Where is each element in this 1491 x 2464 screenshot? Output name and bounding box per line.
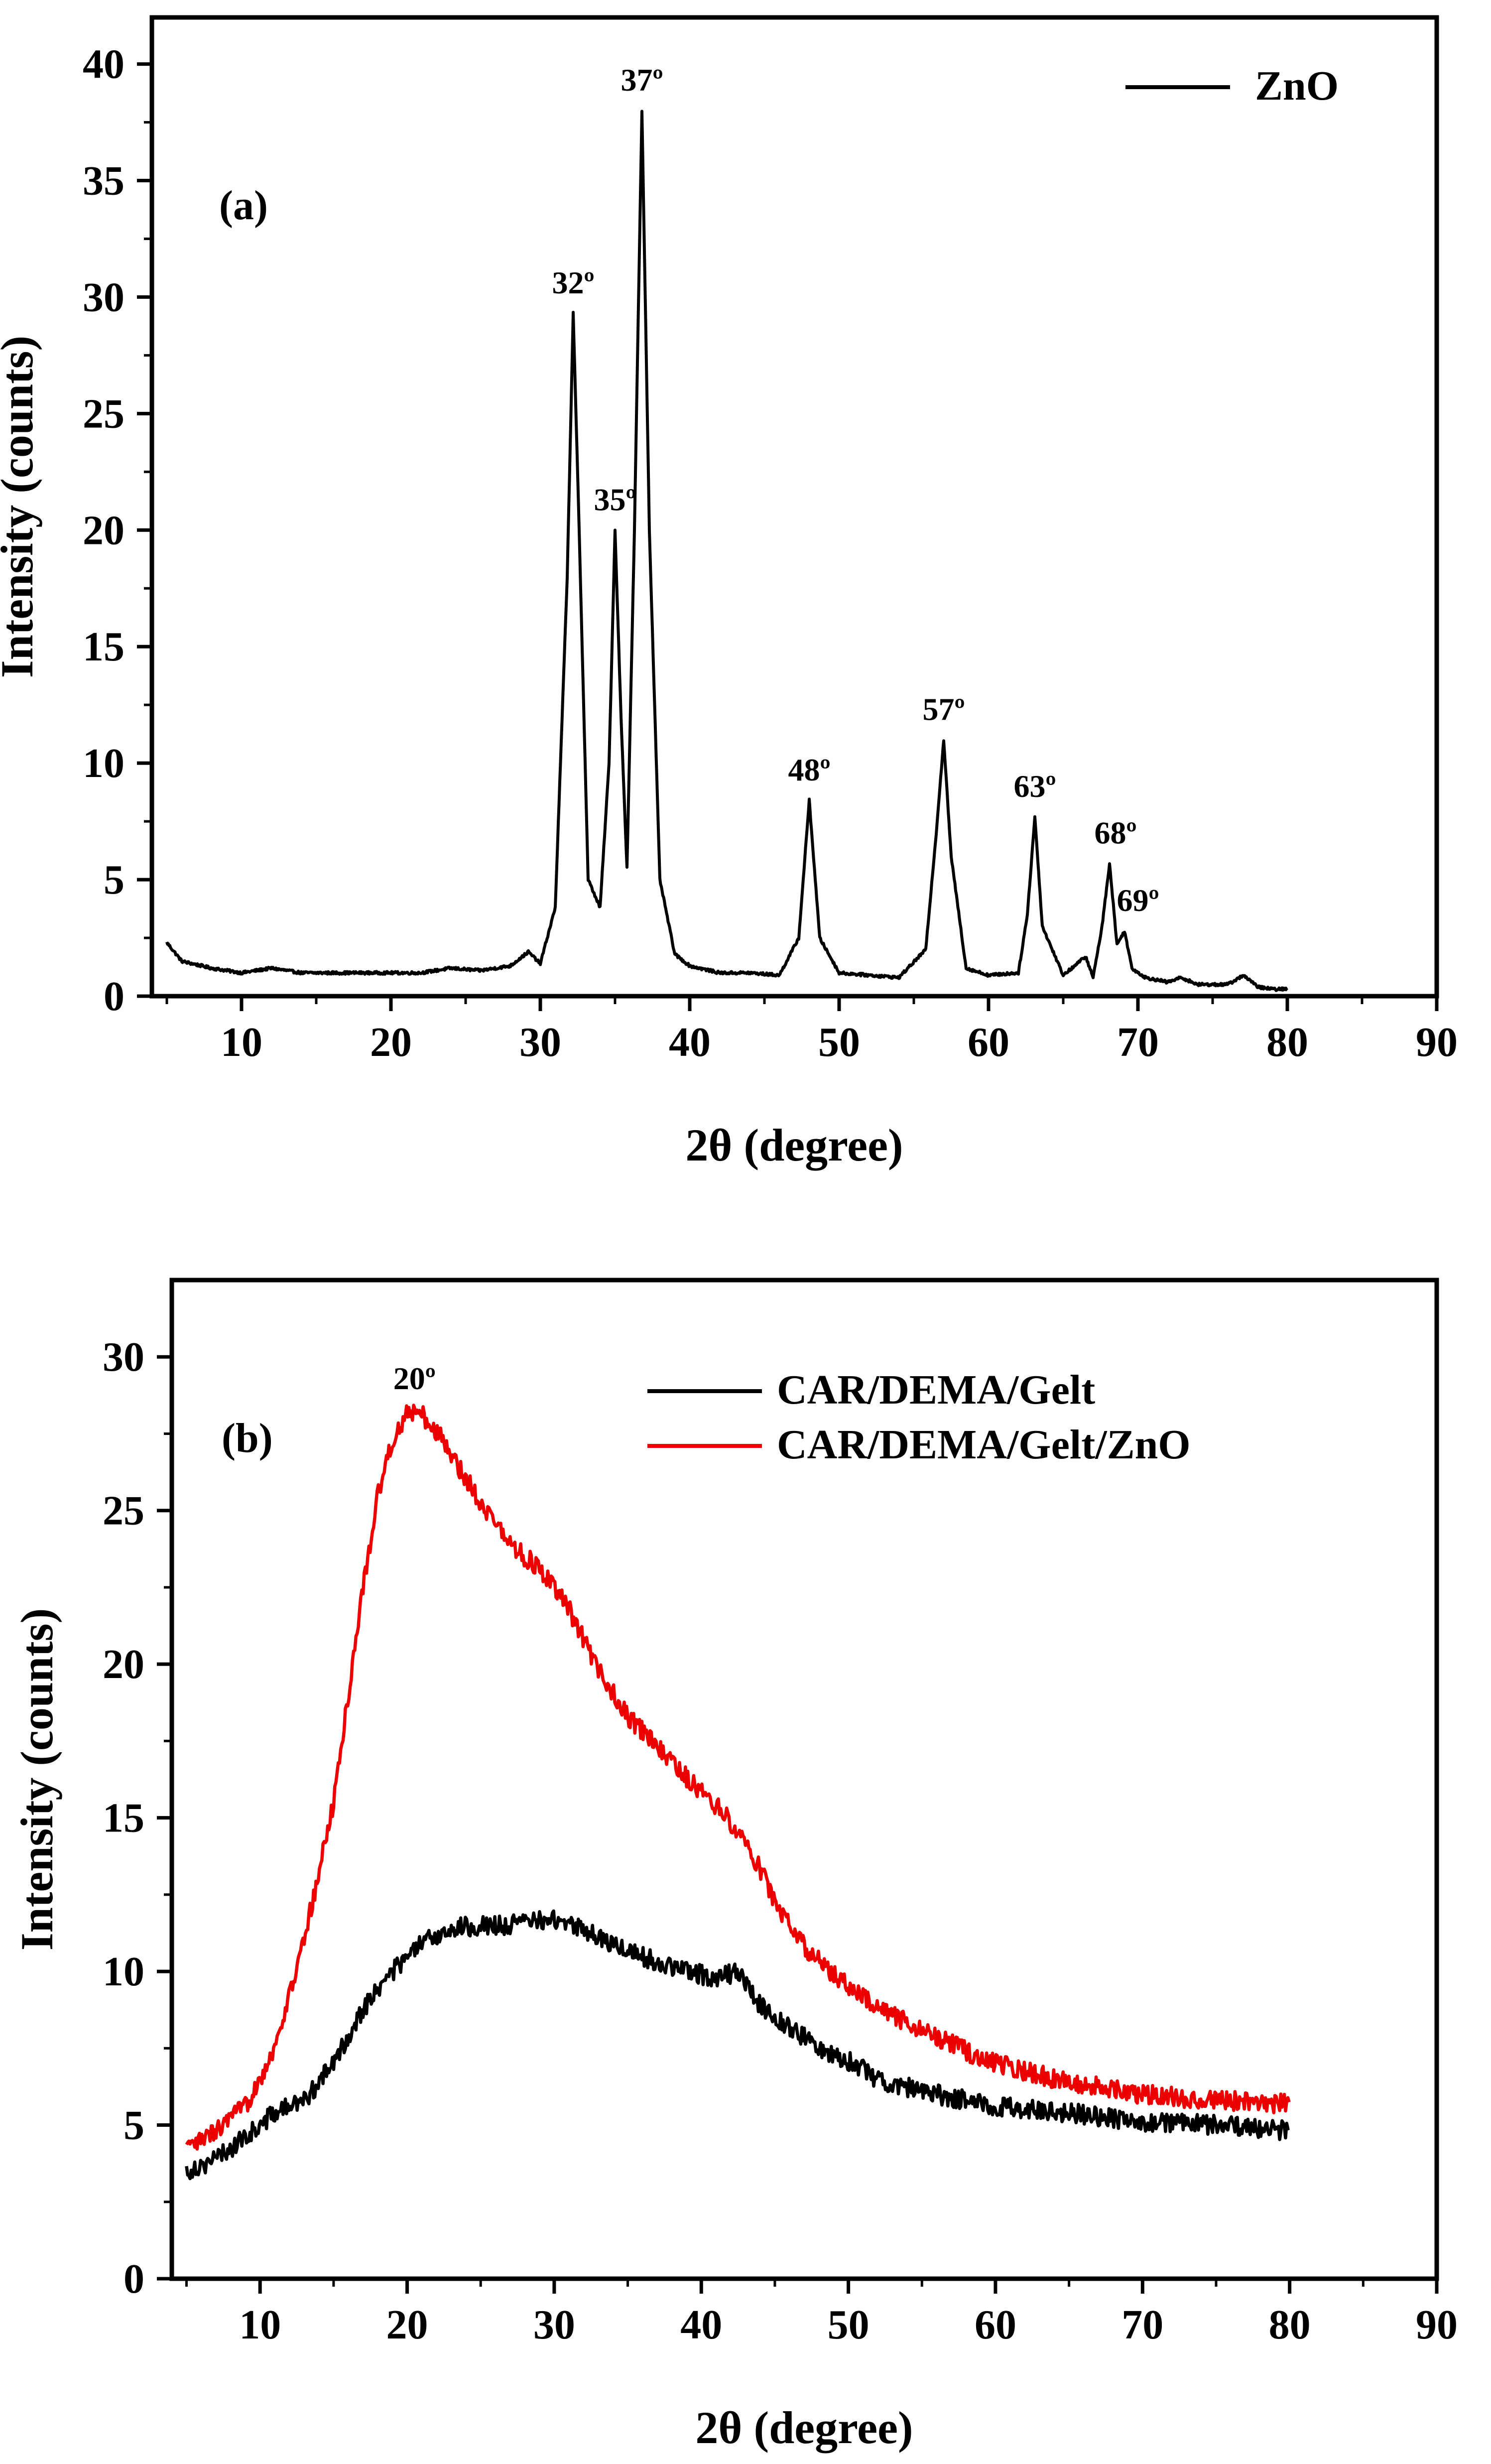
y-tick-label: 0 [104, 973, 124, 1020]
peak-annotation: 20º [393, 1361, 436, 1396]
peak-annotation: 68º [1094, 815, 1136, 850]
y-tick-label: 40 [83, 41, 124, 88]
series-group [165, 110, 1288, 992]
y-tick-label: 10 [103, 1948, 144, 1995]
x-tick-label: 80 [1269, 2302, 1311, 2348]
y-tick-label: 30 [83, 274, 124, 320]
series-line-zno [165, 110, 1288, 992]
peak-annotation: 69º [1117, 883, 1159, 918]
legend-label: CAR/DEMA/Gelt/ZnO [777, 1422, 1191, 1468]
x-tick-label: 10 [239, 2302, 281, 2348]
x-axis-title: 2θ (degree) [695, 2402, 913, 2453]
x-tick-label: 70 [1121, 2302, 1163, 2348]
peak-annotation: 57º [922, 691, 965, 727]
x-axis-title: 2θ (degree) [685, 1120, 903, 1170]
x-tick-label: 50 [828, 2302, 870, 2348]
x-tick-label: 90 [1416, 1019, 1458, 1065]
peak-annotation: 63º [1013, 769, 1056, 804]
chart-panel-a: 10 20 30 40 50 60 70 80 90 0 5 10 15 20 25 30 35 40 2θ (de… [0, 15, 1458, 1170]
x-tick-label: 30 [519, 1019, 561, 1065]
x-tick-label: 20 [386, 2302, 428, 2348]
series-line-car-dema-gelt [185, 1909, 1290, 2181]
x-tick-label: 10 [221, 1019, 262, 1065]
x-tick-label: 50 [818, 1019, 860, 1065]
plot-frame [169, 1278, 1439, 2281]
panel-label: (b) [222, 1415, 273, 1461]
legend: CAR/DEMA/Gelt CAR/DEMA/Gelt/ZnO [647, 1367, 1191, 1468]
x-tick-label: 90 [1416, 2302, 1458, 2348]
legend-label: ZnO [1255, 63, 1339, 109]
peak-annotation: 35º [594, 482, 636, 517]
y-tick-label: 25 [103, 1488, 144, 1534]
y-axis-title: Intensity (counts) [0, 336, 42, 678]
y-axis-title: Intensity (counts) [11, 1608, 62, 1950]
chart-panel-b: 10 20 30 40 50 60 70 80 90 0 5 10 15 20 25 30 2θ (degree… [11, 1278, 1458, 2453]
y-tick-label: 5 [124, 2102, 144, 2149]
x-tick-label: 60 [975, 2302, 1016, 2348]
plot-frame [149, 15, 1439, 999]
y-tick-label: 10 [83, 740, 124, 786]
x-tick-label: 30 [533, 2302, 575, 2348]
y-tick-label: 15 [103, 1795, 144, 1841]
y-tick-label: 25 [83, 390, 124, 437]
y-tick-label: 35 [83, 158, 124, 204]
y-tick-label: 5 [104, 857, 124, 903]
y-tick-label: 20 [103, 1641, 144, 1687]
peak-annotation: 48º [788, 752, 830, 787]
y-tick-label: 20 [83, 507, 124, 553]
x-tick-label: 40 [680, 2302, 722, 2348]
x-tick-label: 40 [669, 1019, 711, 1065]
series-group [185, 1404, 1291, 2181]
peak-annotation: 32º [552, 265, 594, 300]
y-tick-label: 15 [83, 624, 124, 670]
legend-label: CAR/DEMA/Gelt [777, 1367, 1095, 1413]
panel-label: (a) [219, 182, 268, 229]
y-tick-label: 0 [124, 2256, 144, 2302]
peak-annotation: 37º [621, 62, 663, 98]
x-tick-label: 80 [1266, 1019, 1308, 1065]
legend: ZnO [1125, 63, 1339, 109]
x-tick-label: 60 [968, 1019, 1009, 1065]
x-tick-label: 70 [1117, 1019, 1159, 1065]
y-tick-label: 30 [103, 1334, 144, 1380]
x-tick-label: 20 [370, 1019, 412, 1065]
series-line-car-dema-gelt-zno [185, 1404, 1291, 2151]
